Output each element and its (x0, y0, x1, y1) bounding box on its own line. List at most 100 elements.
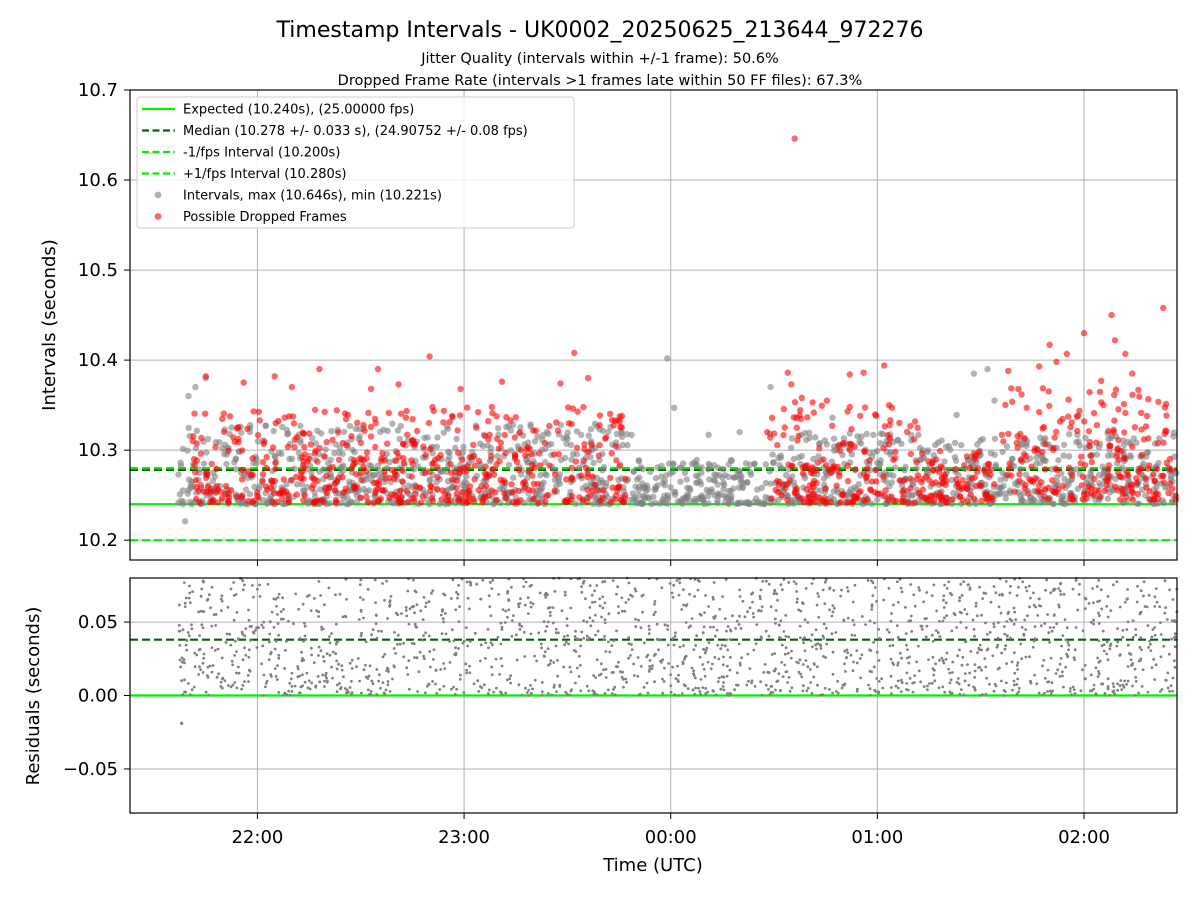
interval-point (374, 462, 381, 470)
residual-point (379, 686, 382, 690)
residual-point (1033, 637, 1037, 640)
residual-point (660, 586, 664, 590)
interval-point (1023, 440, 1030, 447)
dropped-frame-point (1115, 456, 1122, 463)
residual-point (880, 677, 883, 681)
residual-point (926, 688, 929, 692)
residual-point (627, 656, 631, 660)
residual-point (859, 676, 862, 680)
residual-point (801, 663, 805, 666)
dropped-frame-point (202, 373, 209, 380)
residual-point (1061, 670, 1064, 674)
dropped-frame-point (1013, 439, 1020, 447)
residual-point (699, 678, 703, 681)
residual-point (610, 671, 614, 674)
residual-point (831, 672, 835, 676)
residual-point (948, 690, 952, 694)
residual-point (775, 592, 779, 596)
residual-point (281, 596, 284, 600)
residual-point (420, 638, 424, 642)
residual-point (527, 694, 531, 697)
residual-point (1137, 659, 1141, 663)
residual-point (909, 614, 913, 618)
dropped-frame-point (918, 450, 926, 457)
residual-point (639, 626, 643, 630)
residual-point (728, 638, 732, 641)
residual-point (303, 624, 307, 628)
interval-point (561, 454, 569, 462)
dropped-frame-point (872, 467, 879, 474)
dropped-frame-point (911, 499, 918, 506)
residual-point (246, 674, 250, 677)
dropped-frame-point (409, 416, 416, 423)
residual-point (843, 682, 847, 686)
residual-point (1002, 694, 1005, 697)
residual-point (711, 662, 714, 666)
residual-point (234, 593, 238, 596)
interval-point (816, 440, 824, 447)
residual-point (1077, 593, 1081, 596)
dropped-frame-point (400, 459, 407, 467)
residual-point (825, 642, 829, 646)
residual-point (668, 582, 672, 585)
dropped-frame-point (334, 429, 342, 436)
dropped-frame-points (189, 135, 1180, 506)
residual-point (1109, 609, 1113, 612)
residual-point (915, 660, 918, 664)
residual-point (506, 591, 509, 595)
residual-point (1021, 580, 1025, 584)
interval-point (830, 435, 838, 442)
residual-point (1031, 645, 1035, 649)
dropped-frame-point (1065, 396, 1072, 403)
dropped-frame-point (455, 449, 462, 456)
residual-point (1106, 615, 1110, 619)
residual-point (383, 598, 386, 602)
interval-point (203, 449, 210, 456)
interval-point (938, 437, 945, 444)
residual-point (873, 586, 877, 589)
interval-point (716, 472, 723, 479)
residual-point (1033, 625, 1037, 628)
residual-point (274, 639, 278, 643)
dropped-frame-point (797, 407, 804, 414)
residual-point (546, 620, 550, 624)
interval-point (434, 434, 441, 441)
interval-point (970, 370, 977, 377)
residual-point (358, 583, 362, 587)
interval-point (1088, 467, 1095, 474)
residual-point (875, 599, 878, 603)
residual-point (931, 633, 934, 637)
residual-point (1072, 656, 1076, 660)
residual-point (487, 646, 490, 650)
residual-point (1058, 589, 1062, 593)
residual-point (930, 681, 934, 685)
residual-point (1043, 676, 1047, 680)
residual-point (260, 662, 263, 666)
residual-point (630, 648, 634, 651)
residual-point (722, 688, 726, 692)
residual-point (1094, 692, 1098, 695)
residual-point (1125, 683, 1128, 686)
residual-point (197, 673, 201, 676)
residual-point (698, 580, 701, 583)
residual-point (211, 664, 215, 667)
residual-point (277, 653, 281, 657)
dropped-frame-point (913, 459, 920, 466)
residual-point (888, 644, 892, 648)
residual-point (633, 587, 637, 591)
interval-point (624, 442, 631, 449)
residual-point (554, 644, 558, 648)
residual-point (1115, 644, 1119, 648)
residual-point (228, 632, 232, 636)
residual-point (1134, 675, 1138, 679)
residual-point (283, 667, 286, 670)
residual-point (647, 632, 651, 635)
residual-point (1106, 677, 1110, 681)
residual-point (1147, 593, 1151, 597)
residual-point (260, 623, 264, 627)
dropped-frame-point (1160, 479, 1168, 486)
dropped-frame-point (333, 407, 340, 414)
interval-point (1130, 435, 1138, 442)
residual-point (247, 680, 250, 683)
dropped-frame-point (1046, 341, 1053, 348)
